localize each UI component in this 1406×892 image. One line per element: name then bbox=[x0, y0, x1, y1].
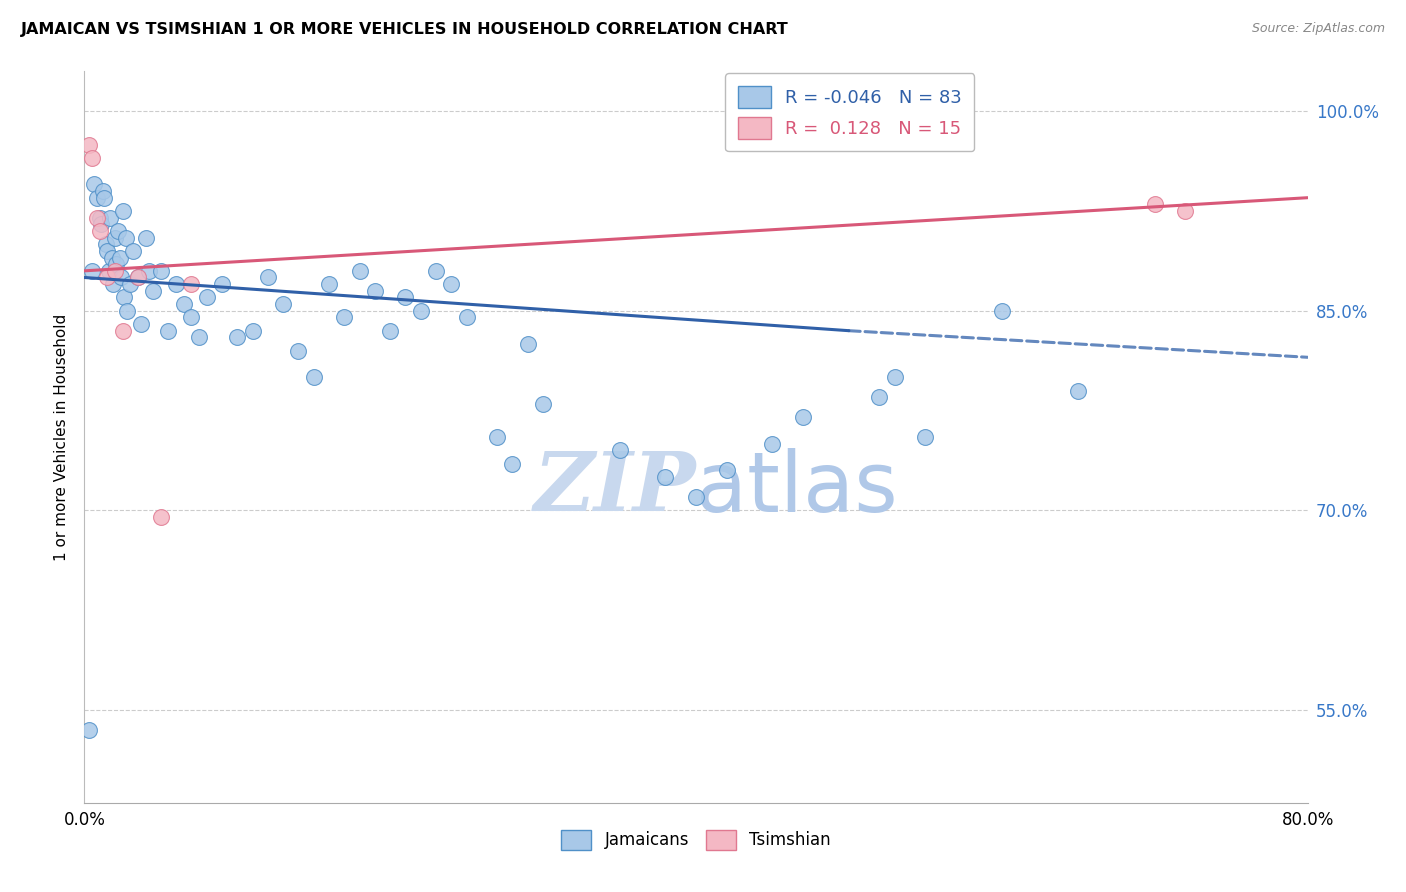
Point bbox=[188, 330, 211, 344]
Point bbox=[516, 337, 538, 351]
Point bbox=[105, 257, 128, 271]
Point bbox=[302, 370, 325, 384]
Point bbox=[792, 410, 814, 425]
Point bbox=[333, 310, 356, 325]
Point bbox=[883, 370, 905, 384]
Point bbox=[94, 237, 117, 252]
Point bbox=[111, 204, 134, 219]
Point bbox=[138, 264, 160, 278]
Point bbox=[318, 277, 340, 292]
Y-axis label: 1 or more Vehicles in Household: 1 or more Vehicles in Household bbox=[53, 313, 69, 561]
Point bbox=[77, 723, 100, 737]
Point bbox=[531, 397, 554, 411]
Point bbox=[257, 270, 280, 285]
Point bbox=[654, 470, 676, 484]
Point bbox=[135, 230, 157, 244]
Point bbox=[93, 191, 115, 205]
Point bbox=[173, 297, 195, 311]
Point bbox=[685, 490, 707, 504]
Point bbox=[211, 277, 233, 292]
Point bbox=[108, 251, 131, 265]
Point bbox=[502, 457, 524, 471]
Point bbox=[869, 390, 891, 404]
Point bbox=[89, 224, 111, 238]
Point bbox=[242, 324, 264, 338]
Point bbox=[180, 277, 202, 292]
Point bbox=[97, 264, 120, 278]
Point bbox=[486, 430, 509, 444]
Point bbox=[991, 303, 1014, 318]
Point bbox=[83, 178, 105, 192]
Point bbox=[127, 270, 149, 285]
Point bbox=[103, 277, 125, 292]
Point bbox=[142, 284, 165, 298]
Point bbox=[110, 270, 132, 285]
Point bbox=[107, 224, 129, 238]
Point bbox=[425, 264, 447, 278]
Point bbox=[1174, 204, 1197, 219]
Point bbox=[115, 303, 138, 318]
Point bbox=[165, 277, 187, 292]
Point bbox=[456, 310, 478, 325]
Point bbox=[86, 211, 108, 225]
Point bbox=[96, 270, 118, 285]
Point bbox=[91, 184, 114, 198]
Point bbox=[609, 443, 631, 458]
Point bbox=[440, 277, 463, 292]
Point bbox=[364, 284, 387, 298]
Point bbox=[409, 303, 432, 318]
Point bbox=[349, 264, 371, 278]
Point bbox=[86, 191, 108, 205]
Point bbox=[111, 324, 134, 338]
Point bbox=[271, 297, 294, 311]
Text: Source: ZipAtlas.com: Source: ZipAtlas.com bbox=[1251, 22, 1385, 36]
Point bbox=[195, 290, 218, 304]
Point bbox=[394, 290, 416, 304]
Point bbox=[90, 217, 112, 231]
Point bbox=[761, 436, 783, 450]
Text: ZIP: ZIP bbox=[533, 449, 696, 528]
Point bbox=[1143, 197, 1166, 211]
Point bbox=[380, 324, 402, 338]
Point bbox=[89, 211, 111, 225]
Point bbox=[287, 343, 309, 358]
Point bbox=[120, 277, 142, 292]
Point bbox=[129, 317, 152, 331]
Point bbox=[149, 509, 172, 524]
Point bbox=[914, 430, 936, 444]
Point bbox=[80, 151, 103, 165]
Point bbox=[149, 264, 172, 278]
Point bbox=[180, 310, 202, 325]
Point bbox=[226, 330, 249, 344]
Point bbox=[1067, 384, 1090, 398]
Point bbox=[122, 244, 145, 258]
Point bbox=[716, 463, 738, 477]
Point bbox=[77, 137, 100, 152]
Point bbox=[157, 324, 180, 338]
Point bbox=[98, 211, 121, 225]
Text: JAMAICAN VS TSIMSHIAN 1 OR MORE VEHICLES IN HOUSEHOLD CORRELATION CHART: JAMAICAN VS TSIMSHIAN 1 OR MORE VEHICLES… bbox=[21, 22, 789, 37]
Point bbox=[101, 251, 124, 265]
Point bbox=[80, 264, 103, 278]
Legend: Jamaicans, Tsimshian: Jamaicans, Tsimshian bbox=[554, 823, 838, 856]
Point bbox=[127, 270, 149, 285]
Point bbox=[104, 264, 127, 278]
Point bbox=[112, 290, 135, 304]
Point bbox=[114, 230, 136, 244]
Text: atlas: atlas bbox=[696, 448, 897, 529]
Point bbox=[104, 230, 127, 244]
Point bbox=[96, 244, 118, 258]
